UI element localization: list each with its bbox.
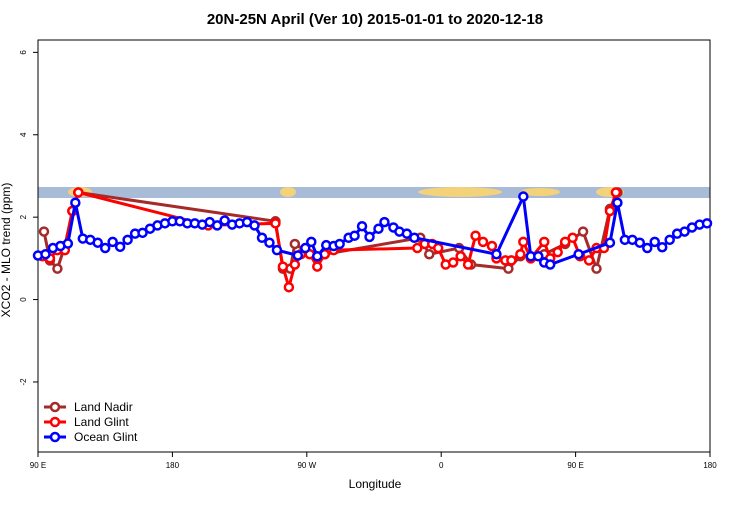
point [401, 228, 413, 239]
point [583, 255, 595, 266]
point [114, 241, 126, 253]
point [447, 257, 459, 268]
point [73, 187, 84, 198]
point [432, 242, 444, 254]
point [533, 251, 544, 262]
point [62, 238, 74, 249]
point [573, 248, 584, 260]
point [642, 242, 653, 254]
y-tick-label: 4 [19, 132, 28, 137]
point [634, 237, 646, 248]
x-tick-label: 180 [703, 461, 717, 470]
point [256, 232, 268, 244]
point [412, 242, 423, 254]
point [612, 197, 623, 208]
point [271, 244, 283, 256]
point [591, 263, 602, 274]
point [503, 263, 514, 274]
point [122, 234, 133, 246]
point [610, 187, 622, 198]
point [312, 251, 323, 262]
x-tick-label: 90 E [30, 461, 46, 470]
point [99, 242, 111, 254]
chart-title: 20N-25N April (Ver 10) 2015-01-01 to 202… [207, 11, 543, 28]
point [664, 234, 675, 246]
point [506, 255, 517, 266]
x-tick-label: 90 W [297, 461, 316, 470]
point [219, 215, 230, 226]
point [52, 263, 63, 274]
point [552, 246, 563, 258]
point [300, 242, 311, 254]
point [538, 236, 550, 248]
y-tick-label: 2 [19, 214, 28, 219]
point [656, 241, 668, 253]
point [544, 259, 556, 270]
legend-label: Ocean Glint [74, 430, 138, 444]
point [312, 261, 323, 272]
point [462, 259, 474, 270]
point [649, 236, 660, 248]
point [306, 236, 317, 248]
legend-label: Land Nadir [74, 400, 133, 414]
map-strip [38, 187, 710, 198]
y-tick-label: 0 [19, 297, 28, 302]
y-tick-label: 6 [19, 50, 28, 55]
legend-marker [49, 416, 61, 428]
point [356, 220, 368, 232]
point [701, 218, 713, 229]
x-tick-label: 0 [439, 461, 444, 470]
point [373, 223, 384, 234]
point [455, 251, 466, 262]
point [409, 232, 420, 244]
point [379, 216, 390, 228]
point [40, 248, 51, 260]
plot-frame [37, 39, 711, 453]
point [270, 218, 281, 229]
point [211, 220, 223, 231]
point [518, 191, 529, 202]
point [137, 227, 148, 239]
point [577, 226, 589, 237]
point [38, 226, 50, 237]
point [292, 250, 304, 261]
point [249, 220, 260, 231]
point [559, 236, 571, 248]
point [277, 261, 289, 272]
point [264, 237, 275, 248]
series [37, 187, 622, 293]
point [604, 205, 616, 217]
legend-marker [49, 431, 61, 443]
point [424, 248, 435, 260]
legend-label: Land Glint [74, 415, 129, 429]
point [470, 230, 481, 241]
y-axis-label: XCO2 - MLO trend (ppm) [0, 183, 13, 318]
series [32, 191, 713, 270]
x-axis-label: Longitude [349, 477, 402, 491]
point [334, 238, 345, 250]
point [92, 237, 103, 248]
point [515, 248, 526, 260]
point [477, 236, 489, 248]
point [491, 248, 502, 260]
point [283, 281, 295, 293]
point [679, 226, 690, 237]
point [349, 230, 360, 241]
point [486, 240, 498, 252]
point [518, 236, 529, 248]
point [289, 238, 301, 250]
x-tick-label: 180 [166, 461, 180, 470]
point [289, 259, 301, 270]
x-tick-label: 90 E [567, 461, 583, 470]
point [364, 231, 375, 243]
point [604, 237, 616, 248]
point [70, 197, 81, 208]
y-tick-label: -2 [19, 378, 28, 386]
legend-marker [49, 401, 61, 413]
point [567, 232, 578, 244]
point [107, 236, 118, 248]
